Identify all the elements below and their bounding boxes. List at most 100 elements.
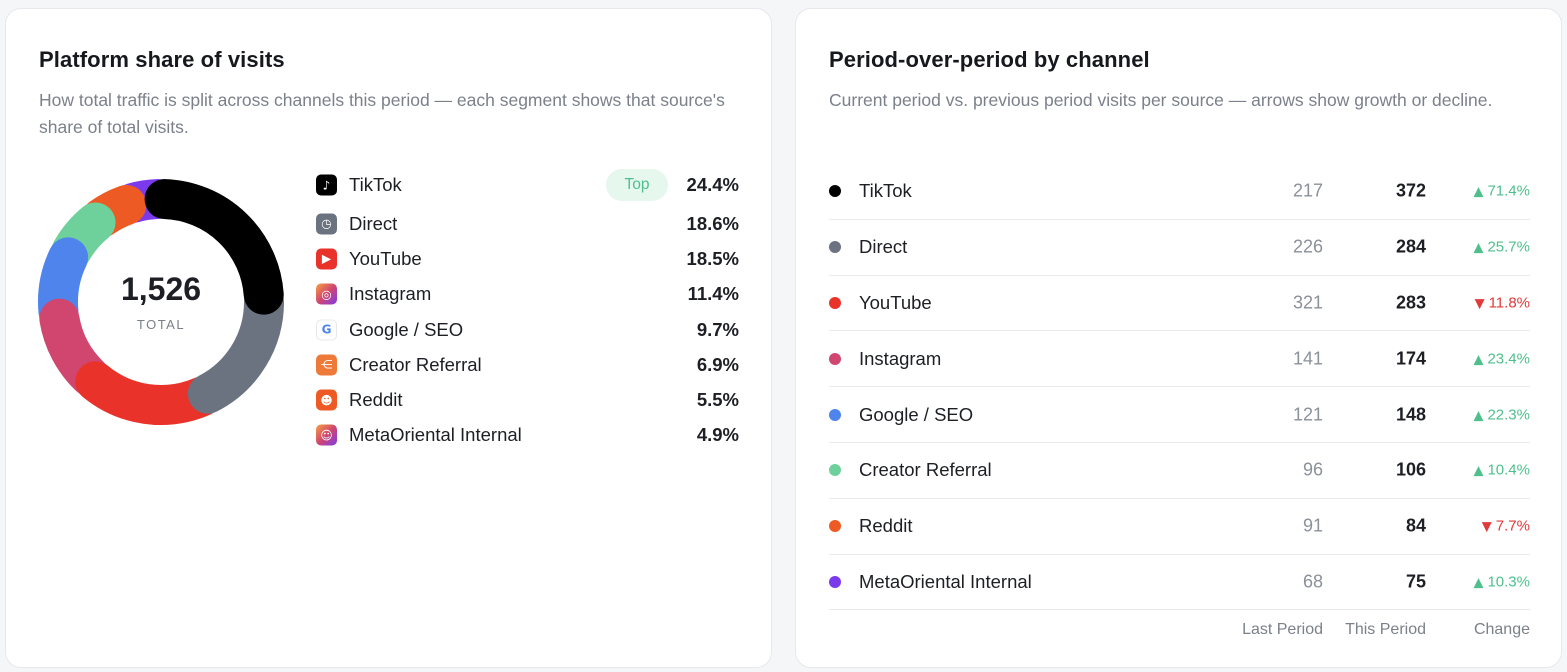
change-percentage: 25.7% [1487, 238, 1530, 256]
period-over-period-card: Period-over-period by channel Current pe… [795, 8, 1562, 668]
donut-total-label: TOTAL [136, 317, 186, 332]
card-title: Platform share of visits [39, 47, 285, 72]
legend-item[interactable]: ▶ YouTube 18.5% [316, 241, 746, 276]
last-period-value: 321 [1292, 292, 1323, 313]
table-row[interactable]: Direct 226 284 ▲ 25.7% [829, 220, 1530, 276]
legend-item[interactable]: ☻ Reddit 5.5% [316, 382, 746, 417]
legend-item[interactable]: G Google / SEO 9.7% [316, 312, 746, 347]
change-percentage: 23.4% [1487, 350, 1530, 368]
change-value: ▼ 7.7% [1482, 518, 1530, 535]
change-percentage: 10.4% [1487, 461, 1530, 479]
channel-color-dot [829, 464, 841, 477]
change-value: ▲ 23.4% [1473, 350, 1530, 367]
arrow-down-icon: ▼ [1481, 519, 1492, 535]
donut-total: 1,526 [120, 271, 202, 307]
legend-item-name: Google / SEO [349, 318, 464, 340]
channel-name: Google / SEO [859, 403, 974, 425]
legend-item-name: TikTok [349, 174, 402, 195]
legend-item-percentage: 18.5% [686, 247, 739, 269]
channel-name: YouTube [859, 291, 932, 313]
this-period-value: 283 [1395, 292, 1426, 313]
last-period-value: 217 [1292, 180, 1323, 201]
google-icon: G [316, 319, 337, 341]
legend-item-name: YouTube [349, 247, 422, 269]
card-subtitle: Current period vs. previous period visit… [829, 90, 1493, 110]
table-row[interactable]: Instagram 141 174 ▲ 23.4% [829, 331, 1530, 388]
legend-item[interactable]: ☺ MetaOriental Internal 4.9% [316, 418, 746, 453]
table-row[interactable]: MetaOriental Internal 68 75 ▲ 10.3% [829, 555, 1530, 611]
arrow-up-icon: ▲ [1473, 408, 1484, 424]
share-icon: ⋲ [316, 354, 337, 376]
channel-name: Direct [859, 236, 908, 258]
change-value: ▲ 71.4% [1473, 183, 1530, 200]
legend-item[interactable]: ⋲ Creator Referral 6.9% [316, 347, 746, 382]
channel-name: Reddit [859, 515, 913, 537]
table-row[interactable]: Creator Referral 96 106 ▲ 10.4% [829, 443, 1530, 499]
channel-color-dot [829, 185, 841, 198]
this-period-value: 148 [1395, 404, 1426, 425]
this-period-value: 284 [1395, 236, 1426, 257]
legend-item[interactable]: ◷ Direct 18.6% [316, 206, 746, 241]
youtube-icon: ▶ [316, 248, 337, 270]
top-badge: Top [606, 169, 668, 201]
tiktok-icon: ♪ [316, 174, 337, 196]
change-percentage: 7.7% [1495, 517, 1530, 535]
column-header-this-period[interactable]: This Period [1345, 621, 1426, 638]
card-title: Period-over-period by channel [829, 47, 1150, 72]
table-row[interactable]: Reddit 91 84 ▼ 7.7% [829, 499, 1530, 555]
donut-legend: ♪ TikTok Top 24.4% ◷ Direct 18.6% ▶ YouTube 18.5%… [316, 164, 746, 453]
change-value: ▲ 10.3% [1473, 573, 1530, 590]
channel-table: TikTok 217 372 ▲ 71.4% Direct 226 284 ▲ 25.7% YouT… [829, 164, 1530, 611]
change-value: ▲ 22.3% [1473, 406, 1530, 423]
channel-color-dot [829, 408, 841, 421]
legend-item-percentage: 18.6% [686, 212, 739, 234]
change-percentage: 10.3% [1487, 573, 1530, 591]
channel-color-dot [829, 575, 841, 588]
legend-item[interactable]: ♪ TikTok Top 24.4% [316, 164, 746, 206]
this-period-value: 75 [1405, 571, 1426, 592]
last-period-value: 96 [1302, 459, 1323, 480]
column-header-last-period[interactable]: Last Period [1242, 621, 1323, 638]
channel-name: Instagram [859, 347, 942, 369]
channel-color-dot [829, 352, 841, 365]
donut-segment-tiktok[interactable] [144, 179, 284, 315]
this-period-value: 174 [1395, 348, 1426, 369]
channel-color-dot [829, 520, 841, 533]
card-subtitle: How total traffic is split across channe… [39, 90, 725, 137]
arrow-up-icon: ▲ [1473, 575, 1484, 591]
legend-item-percentage: 24.4% [686, 174, 739, 195]
robot-icon: ☺ [316, 424, 337, 446]
donut-chart [38, 179, 285, 425]
legend-item-percentage: 9.7% [696, 318, 739, 340]
table-row[interactable]: YouTube 321 283 ▼ 11.8% [829, 276, 1530, 332]
legend-item-percentage: 11.4% [687, 283, 739, 305]
this-period-value: 372 [1395, 180, 1426, 201]
donut-segment-youtube[interactable] [75, 361, 222, 425]
legend-item-percentage: 4.9% [696, 424, 739, 446]
table-row[interactable]: TikTok 217 372 ▲ 71.4% [829, 164, 1530, 220]
arrow-up-icon: ▲ [1473, 352, 1484, 368]
last-period-value: 91 [1302, 515, 1323, 536]
legend-item-name: Creator Referral [349, 353, 482, 375]
change-percentage: 11.8% [1488, 294, 1530, 312]
table-row[interactable]: Google / SEO 121 148 ▲ 22.3% [829, 387, 1530, 443]
legend-item-name: MetaOriental Internal [349, 424, 522, 446]
change-percentage: 71.4% [1487, 182, 1530, 200]
column-header-change[interactable]: Change [1473, 621, 1530, 638]
platform-share-card: Platform share of visits How total traff… [5, 8, 772, 668]
arrow-up-icon: ▲ [1473, 184, 1484, 200]
channel-name: TikTok [859, 180, 912, 202]
change-value: ▲ 25.7% [1473, 239, 1530, 256]
channel-color-dot [829, 296, 841, 309]
channel-name: Creator Referral [859, 459, 992, 481]
channel-name: MetaOriental Internal [859, 570, 1032, 592]
last-period-value: 141 [1292, 348, 1323, 369]
legend-item[interactable]: ◎ Instagram 11.4% [316, 277, 746, 312]
legend-item-percentage: 5.5% [696, 389, 739, 411]
donut-segment-direct[interactable] [187, 281, 285, 414]
arrow-up-icon: ▲ [1473, 240, 1484, 256]
last-period-value: 68 [1302, 571, 1323, 592]
legend-item-name: Direct [349, 212, 398, 234]
change-value: ▼ 11.8% [1475, 294, 1530, 311]
last-period-value: 121 [1292, 404, 1323, 425]
